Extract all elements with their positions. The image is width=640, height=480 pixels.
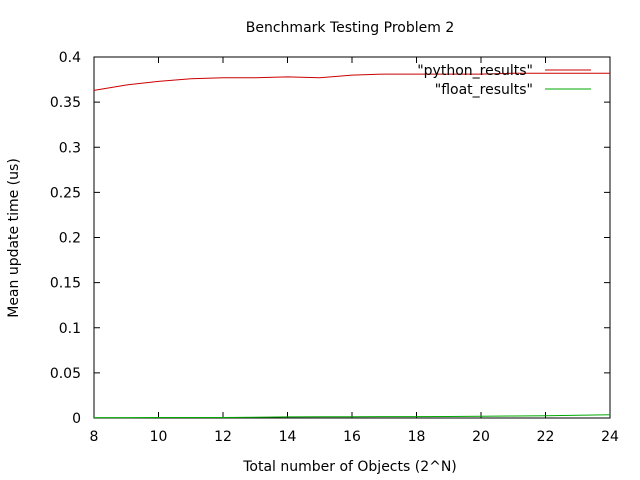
x-tick-label: 22: [537, 429, 555, 445]
y-axis-label: Mean update time (us): [6, 158, 22, 318]
legend-label: "float_results": [435, 82, 533, 98]
x-tick-label: 14: [279, 429, 297, 445]
y-tick-label: 0: [72, 411, 81, 427]
y-tick-label: 0.1: [59, 321, 81, 337]
y-tick-label: 0.25: [50, 185, 81, 201]
series-line-1: [94, 414, 611, 419]
y-tick-label: 0.05: [50, 366, 81, 382]
x-tick-label: 12: [214, 429, 232, 445]
y-tick-label: 0.3: [59, 140, 81, 156]
series-lines: [93, 72, 611, 419]
plot-frame: [93, 56, 611, 419]
y-tick-label: 0.35: [50, 95, 81, 111]
chart-title: Benchmark Testing Problem 2: [246, 20, 454, 36]
legend: "python_results" "float_results": [417, 63, 591, 98]
axis-ticks: 8 10 12 14 16 18 20 22 24 0 0.05 0.1 0.15 0.2 0.25 0.3 0…: [50, 50, 619, 445]
y-tick-label: 0.15: [50, 276, 81, 292]
x-axis-label: Total number of Objects (2^N): [242, 459, 457, 475]
x-tick-label: 10: [150, 429, 168, 445]
x-tick-label: 18: [408, 429, 426, 445]
plot-area: [93, 56, 611, 419]
x-tick-label: 24: [601, 429, 619, 445]
series-line-0: [93, 72, 610, 91]
x-tick-label: 8: [90, 429, 99, 445]
y-tick-label: 0.4: [59, 50, 81, 66]
legend-label: "python_results": [417, 63, 533, 79]
y-tick-label: 0.2: [59, 231, 81, 247]
x-tick-label: 20: [472, 429, 490, 445]
x-tick-label: 16: [343, 429, 361, 445]
